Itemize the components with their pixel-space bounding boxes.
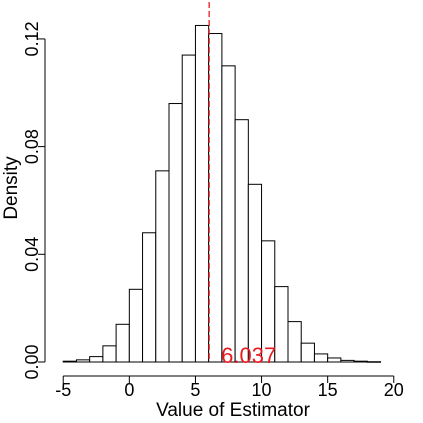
reference-line-group: 6.037 [208, 2, 276, 368]
histogram-bar [115, 323, 130, 363]
histogram-bar [353, 360, 368, 363]
x-tick-label: 5 [190, 380, 200, 400]
histogram-bars [62, 24, 382, 363]
histogram-bar [274, 286, 289, 363]
histogram-bar [366, 361, 382, 363]
histogram-bar [221, 65, 236, 363]
y-tick-label: 0.00 [22, 344, 42, 379]
histogram-bar [194, 24, 210, 363]
histogram-bar [155, 170, 170, 363]
histogram-bar [327, 357, 342, 363]
histogram-bar [181, 54, 196, 363]
x-tick-label: 15 [318, 380, 338, 400]
histogram-bar [300, 342, 315, 363]
histogram-bar [128, 288, 144, 363]
x-tick-label: 10 [252, 380, 272, 400]
x-axis-label: Value of Estimator [156, 400, 311, 421]
histogram-bar [168, 103, 183, 363]
y-tick-label: 0.08 [22, 129, 42, 164]
histogram-bar [142, 232, 157, 363]
histogram-bar [247, 183, 263, 363]
histogram-bar [234, 119, 249, 363]
histogram-bar [102, 345, 117, 363]
x-axis: -5 0 5 10 15 20 [55, 375, 404, 400]
histogram-bar [62, 360, 77, 363]
histogram-bar [208, 33, 223, 363]
reference-line-label: 6.037 [221, 343, 276, 368]
histogram-bar [313, 353, 329, 363]
x-tick-label: 0 [124, 380, 134, 400]
x-tick-label: 20 [384, 380, 404, 400]
x-tick-label: -5 [55, 380, 71, 400]
histogram-bar [340, 359, 355, 363]
histogram-bar [287, 321, 302, 363]
y-axis: 0.00 0.04 0.08 0.12 [22, 21, 46, 380]
histogram-bar [75, 359, 91, 363]
y-tick-label: 0.04 [22, 237, 42, 272]
histogram-bar [89, 356, 104, 363]
y-tick-label: 0.12 [22, 21, 42, 56]
y-axis-label: Density [1, 156, 22, 220]
